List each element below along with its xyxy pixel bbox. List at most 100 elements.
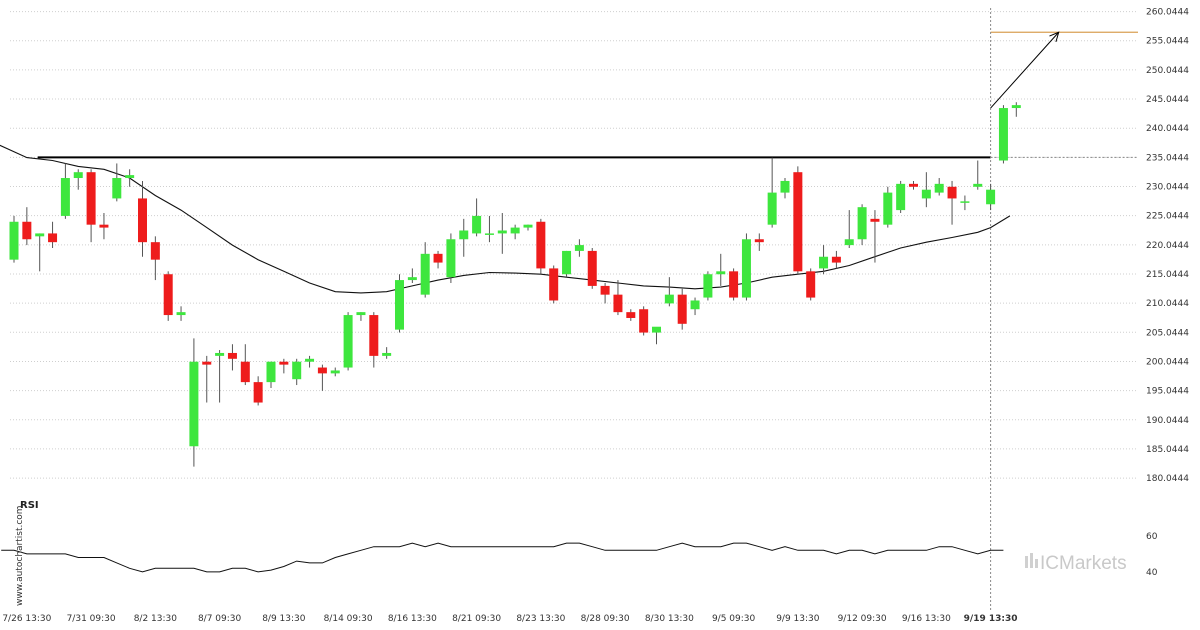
candle [202, 355, 212, 403]
candle [330, 367, 340, 377]
candle-body [459, 230, 469, 240]
candle [356, 312, 366, 321]
candle-body [574, 245, 584, 251]
candle [549, 265, 559, 304]
candle [729, 268, 739, 301]
candle-body [626, 312, 636, 318]
candle [741, 233, 751, 301]
moving-average [0, 144, 1011, 294]
price-tick-label: 230.0444 [1146, 183, 1189, 193]
candle [536, 218, 546, 275]
candle-body [73, 172, 83, 179]
candle [420, 242, 430, 298]
moving-average-line [0, 144, 1011, 294]
candle-body [395, 280, 404, 330]
candle [986, 183, 996, 211]
candle-body [112, 178, 122, 199]
candle [883, 186, 893, 228]
candle-body [9, 221, 19, 260]
candle [652, 326, 661, 345]
candle [305, 355, 315, 368]
price-tick-label: 235.0444 [1146, 153, 1189, 163]
candle [947, 180, 957, 225]
candle [240, 344, 250, 386]
candle-body [497, 230, 507, 234]
candle [163, 271, 173, 321]
candle-body [909, 183, 918, 187]
candle-body [857, 207, 867, 240]
candle [703, 271, 713, 301]
rsi-panel: RSI 60 40 [1, 500, 1158, 578]
time-tick-label: 8/16 13:30 [388, 614, 437, 624]
candle [369, 312, 379, 368]
price-tick-label: 255.0444 [1146, 37, 1189, 47]
candle [266, 361, 276, 388]
price-tick-label: 205.0444 [1146, 328, 1189, 338]
resistance-level [37, 8, 1138, 612]
side-watermark: www.autochartist.com [15, 505, 25, 606]
candle [510, 224, 520, 240]
candle [677, 288, 687, 330]
candle-body [60, 178, 70, 216]
candle-body [279, 361, 289, 365]
price-tick-label: 240.0444 [1146, 124, 1189, 134]
rsi-tick-label: 60 [1146, 532, 1158, 542]
candle [574, 239, 584, 257]
candle [292, 358, 302, 386]
candle [497, 213, 507, 254]
arrow-head-icon [1049, 31, 1060, 42]
candle-body [960, 201, 970, 203]
price-tick-label: 250.0444 [1146, 66, 1189, 76]
candle [921, 172, 931, 208]
brand-watermark: ICMarkets [1025, 553, 1127, 574]
candle [600, 282, 610, 304]
price-grid [10, 11, 1138, 479]
time-tick-label: 9/9 13:30 [776, 614, 820, 624]
candle-body [947, 186, 957, 199]
candle [562, 250, 572, 278]
candle-body [420, 253, 430, 295]
candle-body [536, 221, 546, 269]
candlesticks [9, 102, 1021, 467]
candle-body [433, 253, 443, 263]
candle-body [973, 183, 983, 187]
candle [112, 163, 122, 202]
price-tick-label: 220.0444 [1146, 241, 1189, 251]
candle-body [677, 294, 687, 324]
candle [433, 250, 443, 269]
candle-body [741, 239, 751, 298]
candle-body [870, 218, 880, 222]
candle [86, 169, 96, 243]
brand-text: ICMarkets [1040, 553, 1127, 574]
candle [896, 180, 906, 214]
time-tick-label: 8/30 13:30 [645, 614, 694, 624]
candle [99, 213, 109, 240]
candle-body [690, 300, 700, 310]
price-tick-label: 180.0444 [1146, 474, 1189, 484]
candle-body [138, 198, 147, 243]
candle-body [716, 271, 726, 275]
candle-body [240, 361, 250, 383]
candle [767, 157, 777, 228]
projection-arrow [990, 31, 1060, 109]
candle-body [831, 256, 841, 263]
candle-body [330, 370, 340, 374]
candle-body [176, 312, 186, 316]
candle-body [986, 189, 996, 205]
time-tick-label: 9/5 09:30 [712, 614, 756, 624]
candle [1011, 102, 1021, 117]
candle [150, 236, 160, 281]
candle [382, 347, 392, 359]
time-tick-label: 8/9 13:30 [262, 614, 306, 624]
candle-body [99, 224, 109, 228]
candle-body [934, 183, 944, 193]
time-tick-label: 9/19 13:30 [964, 614, 1018, 624]
candle [998, 105, 1008, 164]
price-tick-label: 210.0444 [1146, 299, 1189, 309]
candle-body [523, 224, 533, 228]
candle-body [382, 352, 392, 356]
candle [60, 163, 70, 219]
candle-body [793, 172, 803, 272]
candle [716, 253, 726, 286]
candle [9, 215, 19, 263]
